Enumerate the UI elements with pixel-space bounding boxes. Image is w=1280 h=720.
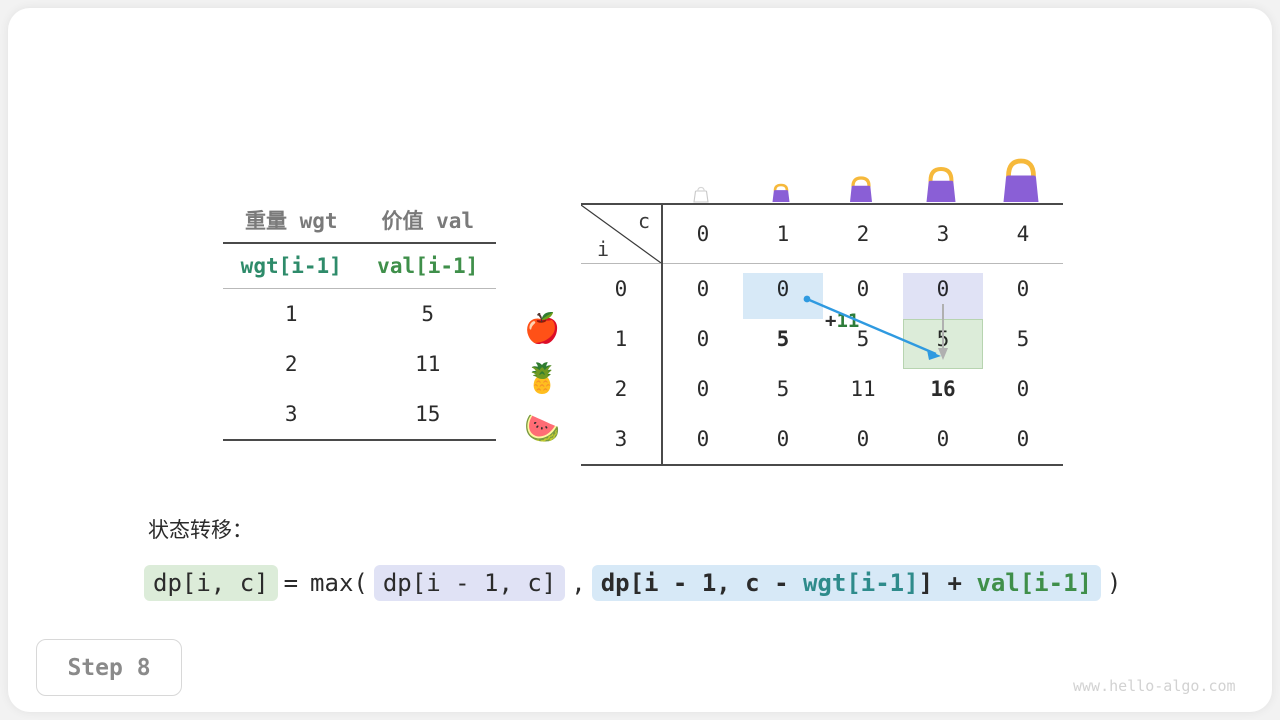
formula-comma: ,: [571, 569, 586, 597]
dp-cell-2-3: 16: [930, 377, 956, 401]
formula-max-open: max(: [310, 569, 368, 597]
watermark: www.hello-algo.com: [1073, 677, 1236, 695]
item-val-2: 11: [415, 352, 441, 376]
dp-axis-label-c: c: [637, 209, 650, 233]
dp-col-header-3: 3: [903, 203, 983, 264]
dp-cell-1-3: 5: [936, 327, 950, 351]
dp-cell-3-0: 0: [696, 427, 710, 451]
dp-cell-2-0: 0: [696, 377, 710, 401]
item-table-row: 3 15: [223, 389, 496, 440]
transition-formula: dp[i, c] = max( dp[i - 1, c] , dp[i - 1,…: [144, 565, 1127, 601]
formula-arg-take-wgt: wgt[i-1]: [802, 569, 919, 597]
item-table-bottom-rule-row: [223, 439, 496, 442]
bag-icon-2: [821, 169, 901, 203]
pineapple-icon: 🍍: [523, 360, 561, 395]
dp-row-1: 1 0 5 5 5 5: [581, 314, 1063, 364]
dp-cell-0-0: 0: [662, 263, 743, 314]
gain-annotation: +11: [825, 310, 859, 332]
dp-row-header-1: 1: [581, 314, 663, 364]
dp-bottom-rule-row: [581, 464, 1063, 467]
dp-cell-1-1: 5: [776, 327, 790, 351]
formula-lhs: dp[i, c]: [144, 565, 278, 601]
item-weight-value-table: 重量 wgt 价值 val wgt[i-1] val[i-1] 1 5 2 11…: [223, 198, 496, 442]
item-table-header-row: 重量 wgt 价值 val: [223, 198, 496, 243]
dp-cell-0-2: 0: [823, 263, 903, 314]
formula-arg-take-val: val[i-1]: [976, 569, 1092, 597]
bag-capacity-icon-row: [581, 141, 1063, 203]
gain-plus-sign: +: [825, 310, 837, 332]
dp-cell-0-1: 0: [743, 263, 823, 314]
item-wgt-2: 2: [284, 352, 298, 376]
item-table-row: 1 5: [223, 288, 496, 339]
dp-row-0: 0 0 0 0 0 0: [581, 263, 1063, 314]
dp-row-2: 2 0 5 11 16 0: [581, 364, 1063, 414]
item-table-subheader-val: val[i-1]: [359, 242, 496, 289]
dp-table: c i 0 1 2 3 4 0 0 0 0 0 0: [581, 141, 1063, 467]
formula-arg-skip: dp[i - 1, c]: [373, 565, 566, 601]
dp-row-3: 3 0 0 0 0 0: [581, 414, 1063, 465]
dp-col-header-4: 4: [983, 203, 1063, 264]
dp-cell-3-2: 0: [856, 427, 870, 451]
dp-col-header-0: 0: [662, 203, 743, 264]
gain-value: 11: [836, 310, 860, 332]
item-val-3: 15: [415, 402, 441, 426]
dp-cell-1-0: 0: [696, 327, 710, 351]
dp-header-row: c i 0 1 2 3 4: [581, 203, 1063, 264]
step-badge: Step 8: [36, 639, 182, 696]
dp-cell-2-1: 5: [776, 377, 790, 401]
item-wgt-1: 1: [223, 288, 360, 339]
item-icon-column: 🍎 🍍 🍉: [513, 303, 571, 453]
formula-arg-take-prefix: dp[i - 1, c -: [600, 569, 803, 597]
formula-max-close: ): [1106, 569, 1122, 597]
apple-icon: 🍎: [523, 310, 561, 345]
item-table-subheader-row: wgt[i-1] val[i-1]: [223, 242, 496, 289]
item-table-header-val: 价值 val: [381, 209, 475, 233]
watermelon-icon: 🍉: [523, 410, 561, 445]
dp-cell-0-4: 0: [983, 263, 1063, 314]
dp-grid: c i 0 1 2 3 4 0 0 0 0 0 0: [581, 203, 1063, 467]
bag-icon-1: [741, 177, 821, 203]
dp-col-header-1: 1: [743, 203, 823, 264]
formula-arg-take: dp[i - 1, c - wgt[i-1]] + val[i-1]: [591, 565, 1101, 601]
bag-icon-3: [901, 159, 981, 203]
dp-axis-label-i: i: [597, 237, 610, 261]
dp-row-header-0: 0: [581, 263, 663, 314]
slide-card: 重量 wgt 价值 val wgt[i-1] val[i-1] 1 5 2 11…: [8, 8, 1272, 712]
axis-diagonal-line: [581, 205, 661, 263]
dp-cell-2-2: 11: [850, 377, 876, 401]
dp-axis-corner: c i: [581, 203, 663, 264]
dp-col-header-2: 2: [823, 203, 903, 264]
item-wgt-3: 3: [284, 402, 298, 426]
dp-cell-3-3: 0: [936, 427, 950, 451]
dp-cell-2-4: 0: [1016, 377, 1030, 401]
item-table-subheader-wgt: wgt[i-1]: [223, 242, 360, 289]
dp-row-header-2: 2: [581, 364, 663, 414]
bag-icon-empty: [661, 183, 741, 203]
dp-cell-1-4: 5: [1016, 327, 1030, 351]
formula-arg-take-mid: ] +: [918, 569, 977, 597]
dp-cell-3-4: 0: [1016, 427, 1030, 451]
formula-equals: =: [283, 569, 299, 597]
item-table-header-wgt: 重量 wgt: [244, 209, 338, 233]
item-val-1: 5: [359, 288, 496, 339]
dp-row-header-3: 3: [581, 414, 663, 465]
dp-cell-0-3: 0: [903, 263, 983, 314]
transition-label: 状态转移：: [148, 518, 253, 542]
dp-cell-3-1: 0: [776, 427, 790, 451]
item-table-row: 2 11: [223, 339, 496, 389]
bag-icon-4: [981, 149, 1061, 203]
